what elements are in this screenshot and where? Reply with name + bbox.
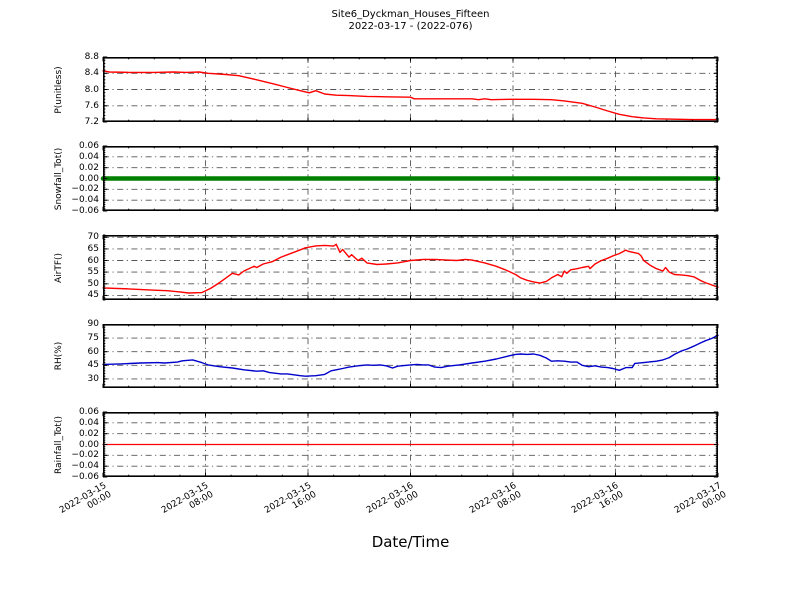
y-tick-label: 75 bbox=[87, 333, 99, 344]
y-tick-label: −0.06 bbox=[71, 472, 99, 482]
y-tick-label: 90 bbox=[87, 319, 99, 330]
x-tick-label: 2022-03-15 16:00 bbox=[262, 481, 318, 516]
x-tick-label: 2022-03-16 16:00 bbox=[570, 481, 626, 516]
chart-title-line2: 2022-03-17 - (2022-076) bbox=[348, 20, 473, 32]
air-temp-plot-area: 70 65 60 55 50 45 bbox=[88, 232, 719, 301]
y-tick-label: −0.04 bbox=[71, 461, 99, 472]
ph-plot-svg bbox=[102, 56, 719, 123]
rh-y-axis-label: RH(%) bbox=[54, 341, 64, 371]
ph-y-axis-label: P(unitless) bbox=[54, 65, 64, 114]
y-tick-label: 0.00 bbox=[78, 173, 99, 184]
x-tick-label: 2022-03-16 00:00 bbox=[365, 481, 421, 516]
panel-air-temp: AirTF() 70 65 60 55 50 45 bbox=[54, 232, 719, 301]
air-temp-y-axis-label: AirTF() bbox=[54, 252, 64, 283]
y-tick-label: 50 bbox=[87, 278, 99, 289]
ph-plot-area: 8.8 8.4 8.0 7.6 7.2 bbox=[85, 52, 719, 127]
x-tick-label: 2022-03-16 08:00 bbox=[467, 481, 523, 516]
y-tick-label: 70 bbox=[87, 232, 99, 243]
y-tick-label: 8.4 bbox=[84, 68, 99, 79]
y-tick-label: 0.06 bbox=[78, 407, 99, 417]
snowfall-plot-area: 0.06 0.04 0.02 0.00 −0.02 −0.04 −0.06 bbox=[71, 141, 721, 216]
y-tick-label: 45 bbox=[87, 360, 99, 371]
panel-rainfall: Rainfall_Tot() 0.06 0.04 0.02 0.00 −0.02 −0.0… bbox=[54, 407, 728, 516]
y-tick-label: 45 bbox=[87, 290, 99, 301]
y-tick-label: 8.8 bbox=[84, 52, 99, 62]
y-tick-label: 8.0 bbox=[84, 84, 99, 95]
snowfall-plot-svg bbox=[100, 145, 721, 212]
y-tick-label: 30 bbox=[87, 373, 99, 384]
snowfall-y-axis-label: Snowfall_Tot() bbox=[54, 147, 64, 210]
panel-rh: RH(%) 90 75 60 45 30 bbox=[54, 319, 719, 389]
rainfall-y-axis-label: Rainfall_Tot() bbox=[54, 415, 64, 474]
y-tick-label: 0.02 bbox=[78, 162, 99, 173]
y-tick-label: −0.06 bbox=[71, 206, 99, 216]
chart-title-line1: Site6_Dyckman_Houses_Fifteen bbox=[331, 9, 490, 20]
y-tick-label: −0.04 bbox=[71, 195, 99, 206]
y-tick-label: 0.04 bbox=[78, 151, 99, 162]
y-tick-label: 7.2 bbox=[84, 117, 99, 127]
y-tick-label: 0.02 bbox=[78, 428, 99, 439]
panel-snowfall: Snowfall_Tot() 0.06 0.04 0.02 0.00 −0.02 −0.0… bbox=[54, 141, 721, 216]
rh-plot-area: 90 75 60 45 30 bbox=[88, 319, 719, 389]
rainfall-plot-area: 0.06 0.04 0.02 0.00 −0.02 −0.04 −0.06 2022-03-1… bbox=[58, 407, 728, 516]
air-temp-plot-svg bbox=[102, 234, 719, 301]
y-tick-label: 65 bbox=[87, 243, 99, 254]
y-tick-label: −0.02 bbox=[71, 184, 99, 195]
panel-ph: P(unitless) 8.8 8.4 8.0 7.6 7.2 bbox=[54, 52, 719, 127]
y-tick-label: 55 bbox=[87, 267, 99, 278]
y-tick-label: −0.02 bbox=[71, 450, 99, 461]
chart-title: Site6_Dyckman_Houses_Fifteen 2022-03-17 … bbox=[103, 9, 718, 32]
y-tick-label: 7.6 bbox=[84, 100, 99, 111]
rh-plot-svg bbox=[102, 324, 719, 389]
rainfall-plot-svg bbox=[102, 411, 719, 478]
y-tick-label: 0.04 bbox=[78, 417, 99, 428]
y-tick-label: 0.00 bbox=[78, 439, 99, 450]
y-tick-label: 60 bbox=[87, 255, 99, 266]
y-tick-label: 60 bbox=[87, 346, 99, 357]
x-axis-title: Date/Time bbox=[371, 533, 450, 551]
y-tick-label: 0.06 bbox=[78, 141, 99, 151]
x-tick-label: 2022-03-17 00:00 bbox=[672, 481, 728, 516]
x-tick-label: 2022-03-15 00:00 bbox=[57, 481, 113, 516]
x-tick-label: 2022-03-15 08:00 bbox=[160, 481, 216, 516]
